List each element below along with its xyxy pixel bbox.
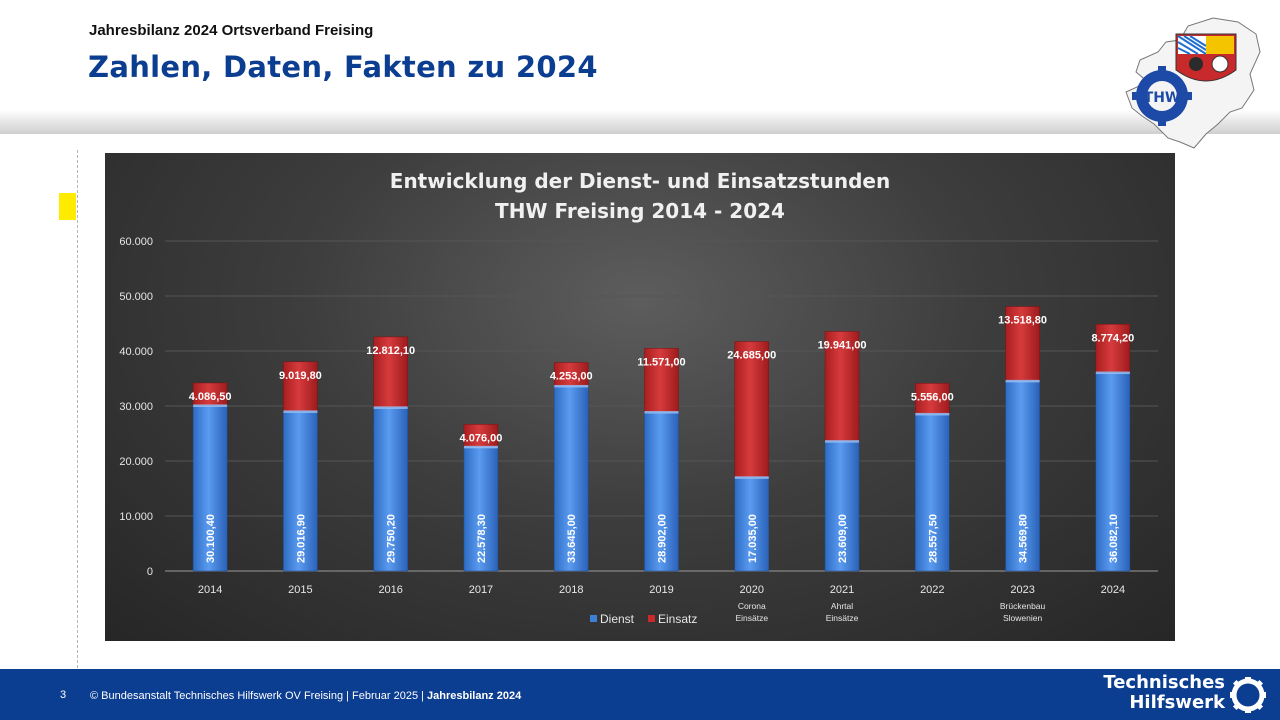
- copyright-bold-text: Jahresbilanz 2024: [427, 690, 522, 702]
- data-label-einsatz: 8.774,20: [1091, 332, 1134, 344]
- bar-dienst: [1005, 380, 1040, 572]
- data-label-dienst: 28.557,50: [927, 514, 939, 563]
- bar-dienst: [553, 385, 589, 572]
- data-label-einsatz: 12.812,10: [366, 345, 415, 357]
- legend-label-dienst: Dienst: [600, 612, 635, 626]
- x-tick-label: 2014: [198, 584, 222, 596]
- category-note: Slowenien: [1003, 613, 1042, 623]
- bar-einsatz: [283, 361, 318, 412]
- data-label-dienst: 36.082,10: [1108, 514, 1120, 563]
- bar-einsatz: [644, 348, 679, 413]
- data-label-dienst: 30.100,40: [205, 514, 217, 563]
- data-label-einsatz: 5.556,00: [911, 391, 954, 403]
- bar-dienst-highlight: [915, 412, 950, 416]
- bar-dienst: [373, 407, 408, 572]
- y-tick-label: 40.000: [119, 346, 153, 358]
- data-label-dienst: 29.750,20: [386, 514, 398, 563]
- bar-einsatz: [373, 336, 408, 408]
- category-note: Einsätze: [826, 613, 859, 623]
- bar-dienst-highlight: [644, 411, 679, 414]
- thw-gear-icon: [1230, 677, 1266, 713]
- bar-dienst: [824, 440, 860, 572]
- y-tick-label: 0: [147, 566, 153, 578]
- category-note: Einsätze: [735, 613, 768, 623]
- data-label-dienst: 23.609,00: [837, 514, 849, 563]
- category-note: Corona: [738, 601, 766, 611]
- legend-swatch-dienst: [590, 615, 597, 622]
- chart-title-line2: THW Freising 2014 - 2024: [495, 199, 785, 223]
- bar-dienst-highlight: [193, 404, 228, 407]
- bar-dienst-highlight: [1005, 379, 1040, 383]
- bar-einsatz: [1005, 306, 1040, 382]
- x-tick-label: 2019: [649, 584, 673, 596]
- bar-dienst-highlight: [463, 445, 498, 449]
- x-tick-label: 2017: [469, 584, 493, 596]
- thw-brand-text: Technisches Hilfswerk: [1080, 673, 1225, 713]
- bar-dienst-highlight: [825, 440, 860, 443]
- x-tick-label: 2016: [378, 584, 402, 596]
- legend-swatch-einsatz: [648, 615, 655, 622]
- bar-dienst-highlight: [283, 410, 318, 413]
- x-tick-label: 2015: [288, 584, 312, 596]
- copyright-text: © Bundesanstalt Technisches Hilfswerk OV…: [90, 690, 428, 702]
- bar-einsatz: [824, 331, 860, 442]
- legend-label-einsatz: Einsatz: [658, 612, 697, 626]
- y-tick-label: 30.000: [119, 401, 153, 413]
- page-title: Zahlen, Daten, Fakten zu 2024: [88, 50, 598, 84]
- data-label-einsatz: 24.685,00: [727, 350, 776, 362]
- x-tick-label: 2021: [830, 584, 854, 596]
- data-label-einsatz: 19.941,00: [818, 339, 867, 351]
- bar-einsatz: [915, 383, 950, 415]
- yellow-marker: [59, 193, 76, 220]
- thw-bavaria-map-logo: THW: [1125, 17, 1261, 149]
- logo-thw-text: THW: [1144, 90, 1181, 106]
- y-tick-label: 50.000: [119, 291, 153, 303]
- stacked-bar-chart: Entwicklung der Dienst- und Einsatzstund…: [119, 169, 1158, 626]
- bar-dienst: [915, 413, 950, 572]
- bar-dienst: [1095, 372, 1131, 572]
- footer-copyright: © Bundesanstalt Technisches Hilfswerk OV…: [90, 690, 521, 702]
- data-label-einsatz: 13.518,80: [998, 315, 1047, 327]
- brand-line1: Technisches: [1103, 672, 1225, 693]
- y-tick-label: 10.000: [119, 511, 153, 523]
- data-label-dienst: 22.578,30: [476, 514, 488, 563]
- chart-panel: Entwicklung der Dienst- und Einsatzstund…: [105, 153, 1175, 641]
- bar-dienst-highlight: [1095, 371, 1130, 375]
- bar-dienst: [644, 411, 679, 572]
- x-tick-label: 2020: [740, 584, 764, 596]
- category-note: Ahrtal: [831, 601, 853, 611]
- data-label-dienst: 29.016,90: [295, 514, 307, 563]
- bar-dienst: [734, 477, 770, 572]
- brand-line2: Hilfswerk: [1129, 692, 1225, 713]
- bar-dienst-highlight: [734, 476, 769, 479]
- data-label-dienst: 34.569,80: [1018, 514, 1030, 563]
- header-band: [0, 0, 1280, 134]
- data-label-einsatz: 4.253,00: [550, 371, 593, 383]
- x-tick-label: 2022: [920, 584, 944, 596]
- bar-dienst-highlight: [554, 384, 589, 388]
- page-number: 3: [60, 689, 67, 701]
- bar-dienst-highlight: [373, 406, 408, 409]
- bar-einsatz: [1095, 324, 1131, 373]
- data-label-einsatz: 4.076,00: [460, 432, 503, 444]
- chart-title-line1: Entwicklung der Dienst- und Einsatzstund…: [390, 169, 890, 193]
- data-label-dienst: 17.035,00: [747, 514, 759, 563]
- bar-dienst: [463, 446, 499, 572]
- x-tick-label: 2018: [559, 584, 583, 596]
- data-label-dienst: 28.902,00: [657, 514, 669, 563]
- category-note: Brückenbau: [1000, 601, 1046, 611]
- page-subtitle: Jahresbilanz 2024 Ortsverband Freising: [89, 22, 374, 39]
- x-tick-label: 2024: [1101, 584, 1125, 596]
- data-label-einsatz: 9.019,80: [279, 370, 322, 382]
- data-label-einsatz: 11.571,00: [637, 356, 685, 368]
- data-label-einsatz: 4.086,50: [189, 391, 232, 403]
- data-label-dienst: 33.645,00: [566, 514, 578, 563]
- bar-einsatz: [734, 341, 770, 478]
- footer-bar: [0, 669, 1280, 720]
- dashed-guide-line: [77, 150, 78, 668]
- y-tick-label: 60.000: [119, 236, 153, 248]
- x-tick-label: 2023: [1010, 584, 1034, 596]
- y-tick-label: 20.000: [119, 456, 153, 468]
